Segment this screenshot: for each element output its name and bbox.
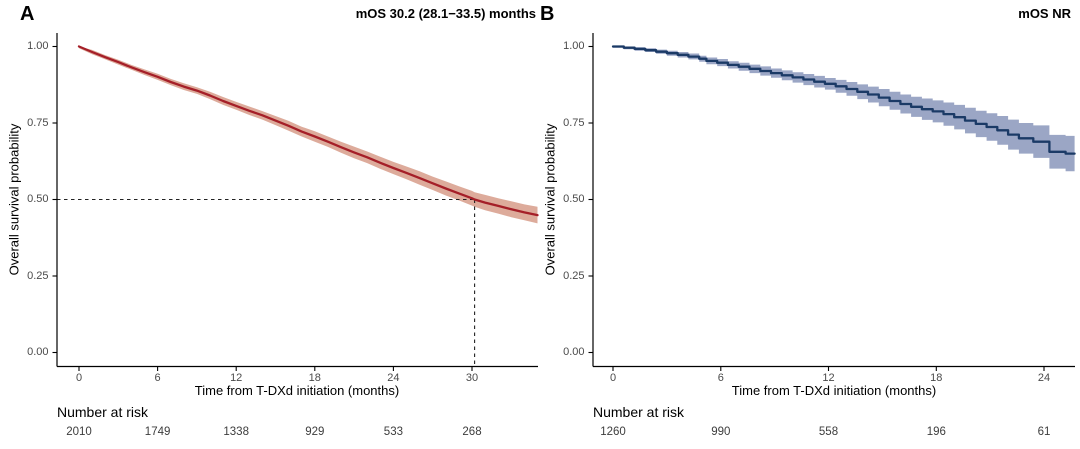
y-tick-label: 0.50: [563, 193, 585, 205]
y-tick-label: 0.25: [563, 269, 585, 282]
panel-b-label: B: [540, 3, 555, 25]
risk-count: 558: [818, 426, 839, 438]
panel-a-number-at-risk-label: Number at risk: [57, 404, 149, 420]
confidence-band-b: [613, 46, 1075, 172]
x-tick-label: 12: [822, 372, 835, 384]
x-tick-label: 30: [465, 372, 479, 384]
y-tick-label: 1.00: [563, 40, 585, 52]
x-tick-label: 24: [387, 372, 400, 384]
y-tick-label: 0.50: [27, 193, 49, 205]
risk-count: 196: [926, 426, 946, 438]
risk-count: 533: [383, 426, 403, 438]
x-tick-label: 24: [1037, 372, 1051, 384]
y-tick-label: 0.00: [27, 346, 49, 358]
y-tick-label: 1.00: [27, 40, 49, 52]
panel-b-number-at-risk-label: Number at risk: [593, 404, 685, 420]
survival-curve-b: [611, 45, 1076, 155]
x-tick-label: 6: [717, 372, 724, 384]
risk-count: 1338: [223, 426, 249, 438]
panel-a-title: mOS 30.2 (28.1−33.5) months: [355, 6, 536, 21]
risk-count: 268: [462, 426, 482, 438]
x-tick-label: 0: [609, 372, 617, 384]
y-tick-label: 0.75: [563, 116, 585, 129]
survival-curve-a: [77, 45, 539, 217]
risk-count: 929: [305, 426, 325, 438]
x-tick-label: 18: [308, 372, 321, 384]
y-tick-label: 0.00: [563, 346, 585, 358]
risk-count: 1749: [144, 426, 171, 438]
y-tick-label: 0.75: [27, 116, 49, 129]
x-tick-label: 6: [154, 372, 161, 384]
y-tick-label: 0.25: [27, 269, 49, 282]
panel-b-title: mOS NR: [1018, 6, 1071, 21]
risk-count: 990: [711, 426, 731, 438]
risk-count: 1260: [600, 426, 626, 438]
x-tick-label: 12: [230, 372, 243, 384]
x-tick-label: 0: [75, 372, 83, 384]
panel-a-x-axis-title: Time from T-DXd initiation (months): [194, 383, 400, 398]
panel-b-x-axis-title: Time from T-DXd initiation (months): [731, 383, 937, 398]
risk-count: 2010: [66, 426, 92, 438]
risk-count: 61: [1037, 426, 1051, 438]
x-tick-label: 18: [930, 372, 943, 384]
panel-a-label: A: [20, 3, 35, 25]
